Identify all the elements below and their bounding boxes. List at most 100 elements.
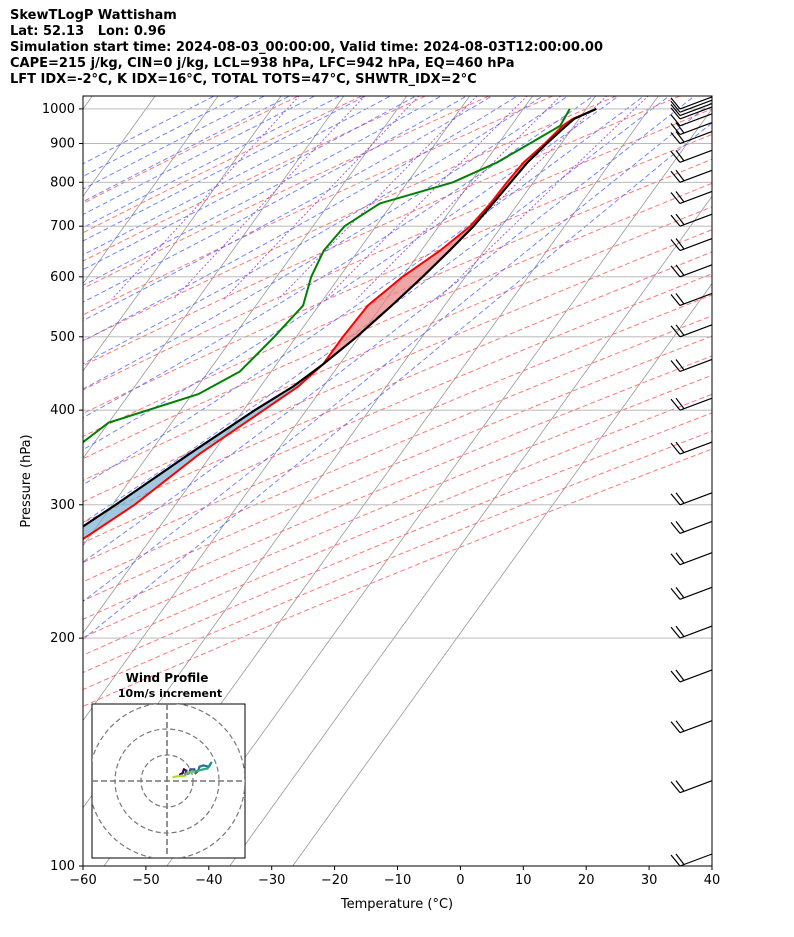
y-tick-label: 900 [50,137,75,152]
x-tick-label: 30 [641,873,658,888]
wind-barb-feather [670,123,681,135]
y-axis-ticks: 1000 900 800 700 600 500 400 300 200 100 [42,102,83,874]
y-tick-label: 100 [50,859,75,874]
wind-barb [670,441,713,455]
dry-adiabat [83,251,712,524]
wind-barb [670,130,713,145]
wind-barb [670,113,713,127]
x-tick-label: −50 [132,873,159,888]
wind-barb-shaft [679,669,713,683]
wind-barb-shaft [679,780,713,794]
mixing-ratio-line [355,96,562,300]
temperature-line [83,107,597,541]
isotherm-line [83,96,282,372]
wind-barb-shaft [679,292,713,307]
hodograph-segment [172,775,179,779]
indices-line: LFT IDX=-2°C, K IDX=16°C, TOTAL TOTS=47°… [10,72,477,87]
inset-title: Wind Profile [126,671,209,685]
wind-barb [670,213,713,227]
moist-adiabat [83,96,544,365]
wind-barb-feather [670,214,681,227]
wind-barb [670,264,713,278]
wind-barb [670,586,713,600]
y-tick-label: 500 [50,330,75,345]
wind-barb-feather [670,587,681,600]
moist-adiabat [83,96,493,322]
isotherm-line [166,108,712,866]
moist-adiabat [83,96,392,256]
wind-barb-shaft [679,99,713,113]
time-line: Simulation start time: 2024-08-03_00:00:… [10,40,603,55]
y-tick-label: 1000 [42,102,75,117]
wind-barb-feather [670,132,681,144]
moist-adiabat [83,96,569,390]
mixing-ratio-line [223,96,420,300]
chart-header: SkewTLogP Wattisham Lat: 52.13 Lon: 0.96 S… [10,8,603,88]
profiles [83,107,597,541]
wind-barb-feather [675,131,685,143]
wind-barb-feather [675,122,685,134]
wind-barb-shaft [679,397,713,411]
wind-barb [670,853,713,867]
dry-adiabat [83,430,712,691]
wind-barb-feather [675,238,685,250]
wind-barb-shaft [679,149,713,163]
mixing-ratio-line [111,96,300,300]
wind-barb-feather [675,264,685,276]
wind-barb [670,492,713,506]
wind-barb [670,102,713,117]
wind-barb-shaft [679,169,713,183]
dry-adiabat [83,96,300,205]
wind-barb [670,625,713,639]
wind-barb-feather [670,781,681,794]
dry-adiabat [83,96,618,342]
background-lines [83,96,712,866]
wind-barb [670,780,713,794]
wind-barbs [670,96,713,867]
wind-barb [670,324,713,338]
wind-barb-feather [670,150,681,163]
moist-adiabat [83,96,468,303]
wind-barb-feather [675,293,685,305]
wind-barb [670,190,713,205]
wind-barb-feather [670,553,681,566]
dry-adiabat [83,229,712,503]
wind-barb-feather [675,213,685,226]
wind-barb-shaft [679,113,713,127]
wind-barb-shaft [679,130,713,145]
wind-barb-feather [670,114,681,127]
x-tick-label: −10 [384,873,411,888]
wind-barb [670,106,713,120]
wind-barb-feather [670,670,681,683]
cin-area [323,108,597,365]
wind-barb-feather [670,265,681,278]
y-tick-label: 700 [50,219,75,234]
wind-barb-feather [670,521,681,534]
wind-barb-shaft [679,720,713,734]
isotherm-line [292,282,712,866]
wind-barb-shaft [679,492,713,506]
wind-profile-inset: Wind Profile 10m/s increment [91,671,246,859]
moist-adiabat [83,96,620,451]
x-tick-label: −60 [69,873,96,888]
wind-barb-shaft [679,121,713,136]
dry-adiabat [83,206,712,482]
wind-barb-feather [675,397,685,410]
wind-barb-feather [675,586,685,599]
moist-adiabat [83,96,670,524]
wind-barb-shaft [679,102,713,117]
x-tick-label: 10 [515,873,532,888]
wind-barb-shaft [679,520,713,534]
dry-adiabat [83,355,712,620]
y-tick-label: 800 [50,175,75,190]
wind-barb-shaft [679,586,713,600]
wind-barb-shaft [679,264,713,278]
isotherm-line [83,96,219,285]
wind-barb-feather [670,192,681,204]
wind-barb-feather [670,360,681,372]
wind-barb-feather [670,398,681,411]
wind-barb-shaft [679,96,713,110]
cape-line: CAPE=215 j/kg, CIN=0 j/kg, LCL=938 hPa, … [10,56,515,71]
x-axis-ticks: −60 −50 −40 −30 −20 −10 0 10 20 30 40 [69,866,720,888]
